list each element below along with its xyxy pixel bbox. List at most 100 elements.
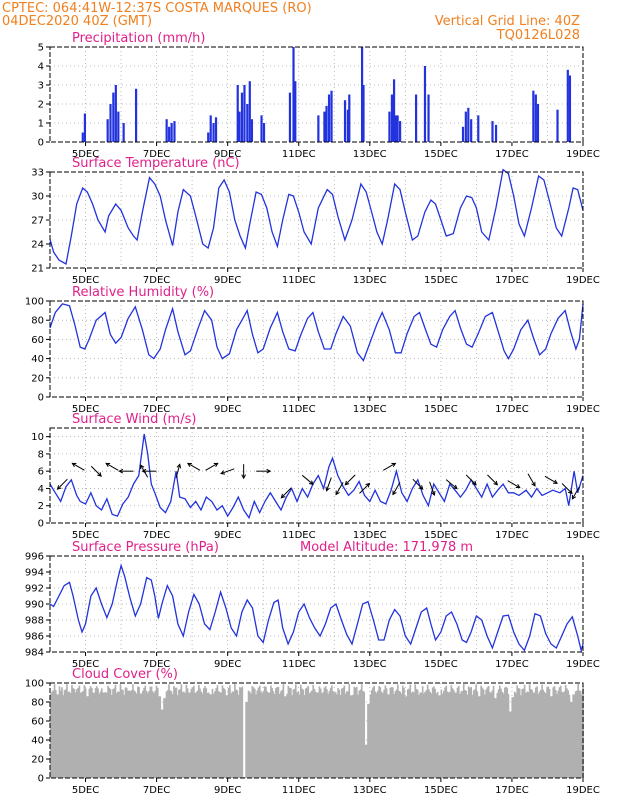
wind-arrow-head bbox=[391, 462, 397, 468]
precip-bar bbox=[122, 123, 125, 142]
y-tick-label: 60 bbox=[31, 717, 44, 728]
cloud-bar bbox=[522, 688, 525, 778]
cloud-bar bbox=[133, 690, 135, 778]
cloud-bar bbox=[179, 689, 181, 778]
cloud-bar bbox=[186, 688, 189, 778]
cloud-bar bbox=[51, 691, 53, 778]
cloud-bar bbox=[418, 695, 420, 778]
cloud-bar bbox=[246, 702, 249, 778]
y-tick-label: 80 bbox=[31, 698, 44, 709]
cloud-bar bbox=[451, 688, 454, 778]
cloud-bar bbox=[442, 690, 445, 778]
y-tick-label: 40 bbox=[31, 736, 44, 747]
cloud-bar bbox=[408, 688, 410, 778]
cloud-bar bbox=[311, 690, 313, 778]
cloud-bar bbox=[301, 688, 303, 778]
y-tick-label: 24 bbox=[31, 240, 44, 251]
x-tick-label: 19DEC bbox=[566, 785, 600, 796]
precip-bar bbox=[343, 100, 347, 142]
cloud-bar bbox=[336, 694, 338, 778]
x-tick-label: 7DEC bbox=[143, 659, 170, 670]
cloud-bar bbox=[370, 690, 373, 778]
precip-bar bbox=[165, 119, 168, 142]
cloud-bar bbox=[219, 692, 221, 778]
cloud-bar bbox=[454, 692, 456, 778]
cloud-bar bbox=[344, 693, 347, 778]
cloud-bar bbox=[421, 686, 424, 778]
cloud-bar bbox=[220, 692, 223, 778]
cloud-bar bbox=[501, 691, 504, 778]
wind-arrow-shaft bbox=[72, 462, 85, 471]
wind-arrow bbox=[118, 468, 134, 474]
precip-bar bbox=[317, 115, 320, 142]
wind-arrow bbox=[205, 462, 219, 471]
y-tick-label: 8 bbox=[38, 449, 44, 460]
cloud-bar bbox=[581, 694, 583, 778]
cloud-bar bbox=[382, 693, 384, 778]
header-run-date: 04DEC2020 40Z (GMT) bbox=[2, 14, 152, 29]
cloud-bar bbox=[107, 685, 109, 778]
cloud-bar bbox=[525, 693, 527, 778]
cloud-bar bbox=[168, 684, 170, 778]
cloud-bar bbox=[100, 688, 103, 778]
cloud-bar bbox=[457, 685, 460, 778]
cloud-bar bbox=[396, 684, 399, 778]
cloud-bar bbox=[518, 688, 521, 778]
cloud-bar bbox=[493, 698, 496, 778]
x-tick-label: 11DEC bbox=[282, 149, 316, 160]
cloud-bar bbox=[94, 688, 97, 778]
x-tick-label: 13DEC bbox=[353, 404, 387, 415]
cloud-bar bbox=[52, 690, 55, 778]
cloud-bar bbox=[86, 696, 88, 778]
cloud-bar bbox=[194, 693, 196, 778]
cloud-bar bbox=[551, 696, 553, 778]
cloud-bar bbox=[295, 684, 297, 778]
precip-bar bbox=[260, 115, 263, 142]
cloud-bar bbox=[290, 687, 292, 778]
wind-arrow-head bbox=[531, 481, 536, 487]
wind-arrow-shaft bbox=[561, 483, 573, 494]
wind-arrow bbox=[445, 479, 458, 490]
cloud-bar bbox=[543, 691, 546, 778]
cloud-bar bbox=[175, 687, 178, 778]
cloud-bar bbox=[498, 685, 501, 778]
y-tick-label: 5 bbox=[38, 43, 44, 54]
cloud-bar bbox=[438, 695, 440, 778]
cloud-bar bbox=[105, 692, 108, 778]
cloud-bar bbox=[145, 690, 148, 778]
x-tick-label: 13DEC bbox=[353, 530, 387, 541]
cloud-bar bbox=[312, 684, 315, 778]
cloud-bar bbox=[178, 689, 180, 778]
cloud-bar bbox=[444, 687, 446, 778]
cloud-bar bbox=[159, 696, 162, 778]
cloud-bar bbox=[142, 690, 144, 778]
cloud-bar bbox=[296, 692, 298, 778]
header-code: TQ0126L028 bbox=[496, 28, 580, 43]
cloud-bar bbox=[459, 693, 461, 778]
cloud-bar bbox=[309, 691, 312, 778]
wind-arrow-shaft bbox=[507, 480, 521, 489]
wind-arrow-shaft bbox=[429, 481, 435, 496]
cloud-bar bbox=[378, 686, 380, 778]
y-tick-label: 6 bbox=[38, 467, 44, 478]
x-tick-label: 7DEC bbox=[143, 149, 170, 160]
wind-arrow-head bbox=[118, 468, 124, 474]
cloud-bar bbox=[210, 694, 213, 778]
cloud-bar bbox=[362, 691, 364, 778]
cloud-bar bbox=[114, 685, 117, 778]
cloud-bar bbox=[528, 684, 531, 778]
cloud-bar bbox=[544, 693, 547, 778]
cloud-bar bbox=[108, 687, 111, 778]
wind-arrow-head bbox=[335, 490, 340, 496]
cloud-bar bbox=[496, 693, 499, 778]
cloud-bar bbox=[484, 694, 486, 778]
cloud-bar bbox=[92, 692, 94, 778]
precip-bar bbox=[556, 109, 559, 142]
cloud-bar bbox=[119, 684, 122, 778]
cloud-bar bbox=[541, 684, 543, 778]
cloud-bar bbox=[240, 687, 242, 778]
precip-bar bbox=[325, 105, 328, 142]
cloud-bar bbox=[110, 695, 113, 778]
y-tick-label: 2 bbox=[38, 501, 44, 512]
precip-bar bbox=[81, 132, 84, 142]
